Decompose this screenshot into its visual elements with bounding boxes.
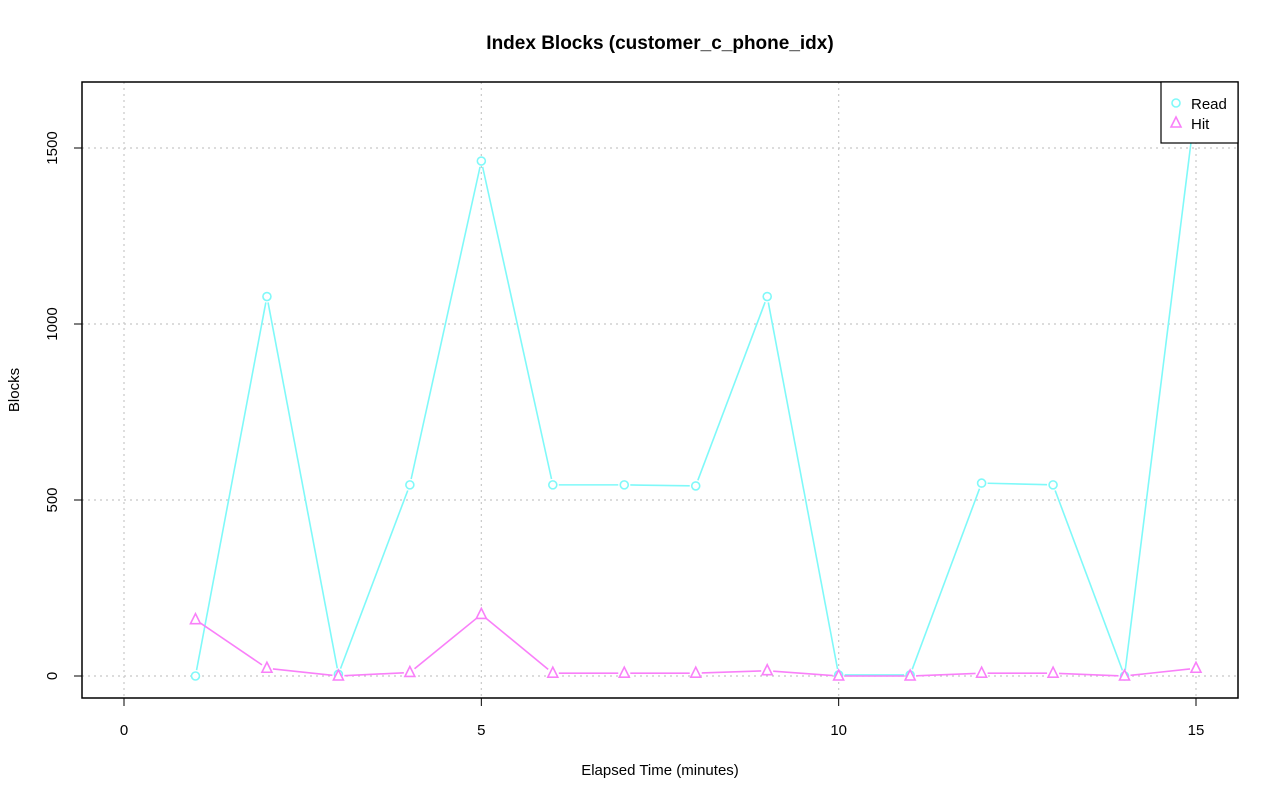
series-read-point [262,291,272,302]
series-hit-point [617,665,631,678]
series-read-segment [767,302,839,670]
x-tick-label: 10 [830,722,847,739]
series-read-point [619,480,630,490]
chart-title: Index Blocks (customer_c_phone_idx) [486,33,833,54]
legend-marker-hit [1169,115,1183,128]
series-hit [189,606,1203,681]
series-hit-point [689,665,703,678]
series-read-segment [630,484,690,487]
series-read-point [190,671,201,681]
series-read-point [762,291,773,302]
x-tick-label: 0 [120,722,128,739]
x-axis: 0 5 10 15 [120,698,1205,739]
series-hit-segment [272,668,333,677]
series-hit-point [546,665,560,678]
series-hit-segment [199,622,263,666]
series-read-segment [1054,490,1124,671]
series-read-segment [911,488,981,670]
series-read-segment [987,482,1048,486]
legend-label-hit: Hit [1191,116,1210,133]
series-hit-point [332,668,345,681]
series-hit-segment [414,617,478,670]
series-hit-point [760,662,774,676]
series-hit-segment [916,672,976,677]
series-hit-segment [773,670,833,677]
series-hit-segment [485,617,549,670]
legend-symbol-read [1171,98,1181,108]
series-hit-point [1189,660,1203,674]
series-read-point [690,481,701,491]
y-tick-label: 500 [44,487,61,512]
legend-item-read: Read [1171,96,1227,113]
legend-box [1160,81,1239,144]
legend-symbol-hit [1169,115,1183,128]
series-read-point [547,480,558,490]
series-read-segment [410,166,481,480]
x-tick-label: 15 [1188,722,1205,739]
series-hit-point [189,611,202,625]
series-read-segment [481,166,553,480]
series-hit-segment [344,671,404,677]
series-read-segment [697,301,766,481]
y-tick-label: 0 [44,672,61,680]
series-hit-segment [1130,668,1191,677]
series-hit-point [975,665,988,678]
series-read [190,97,1201,681]
series-layer [189,97,1203,681]
legend-marker-read [1171,98,1181,108]
series-hit-point [475,606,488,620]
series-hit-point [1046,665,1060,678]
series-read-point [476,156,487,166]
gridlines [82,82,1238,698]
series-read-segment [339,490,409,669]
legend-label-read: Read [1191,96,1227,113]
series-hit-point [1118,668,1131,681]
series-hit-point [403,664,417,678]
series-hit-point [832,668,845,681]
series-hit-segment [701,670,762,674]
legend: Read Hit [1160,81,1239,144]
x-tick-label: 5 [477,722,485,739]
series-hit-segment [1059,672,1119,677]
y-axis-label: Blocks [6,368,23,412]
series-read-segment [195,302,267,671]
x-axis-label: Elapsed Time (minutes) [581,762,739,779]
legend-item-hit: Hit [1169,115,1210,133]
series-read-segment [267,302,339,669]
series-read-segment [1124,108,1197,671]
series-hit-point [903,668,917,681]
series-hit-point [260,660,274,674]
plot-frame [81,81,1239,699]
series-read-point [1048,480,1058,490]
y-tick-label: 1000 [44,307,61,340]
series-read-point [976,478,987,488]
y-tick-label: 1500 [44,131,61,164]
series-read-point [405,480,415,490]
y-axis: 0 500 1000 1500 [44,131,82,680]
